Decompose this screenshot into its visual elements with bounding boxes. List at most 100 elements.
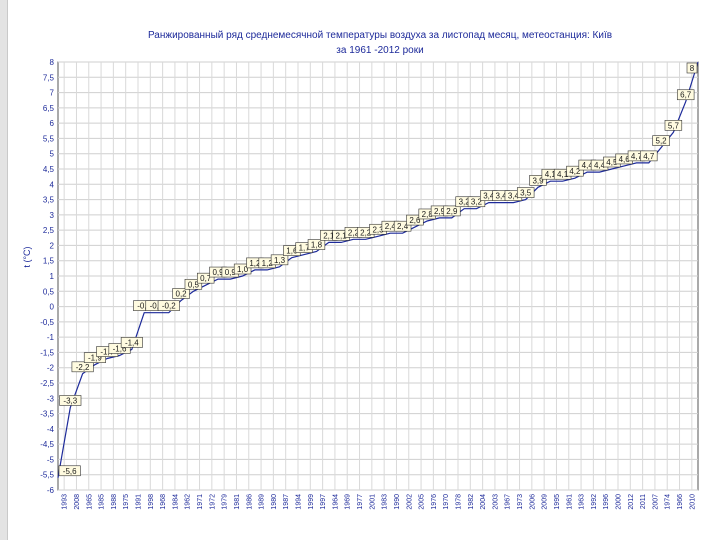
- data-label-box: [566, 165, 584, 177]
- chart-subtitle: за 1961 -2012 роки: [336, 45, 424, 56]
- data-label-text: 5,2: [656, 137, 668, 146]
- x-tick-label: 1983: [382, 494, 389, 510]
- data-label: 8: [686, 62, 698, 74]
- x-tick-label: 1962: [185, 494, 192, 510]
- data-label: 0,7: [196, 272, 215, 284]
- y-tick-label: 3: [50, 211, 55, 220]
- x-tick-label: 2011: [640, 494, 647, 509]
- y-tick-label: -6: [47, 486, 55, 495]
- data-label-text: 1,0: [237, 265, 249, 274]
- data-label-text: 1,2: [262, 259, 274, 268]
- x-tick-label: 1998: [148, 494, 155, 510]
- data-label-box: [307, 239, 326, 250]
- data-label-box: [640, 150, 658, 162]
- data-label-text: 2,3: [372, 225, 384, 234]
- data-label-text: 4,4: [594, 161, 606, 170]
- data-label-text: 1,6: [286, 247, 298, 256]
- data-label-text: 2,9: [446, 207, 458, 216]
- y-tick-label: 4,5: [43, 165, 55, 174]
- y-tick-label: 6: [50, 119, 55, 128]
- data-label: 4,7: [640, 150, 658, 162]
- data-label-text: 2,2: [360, 228, 372, 237]
- y-tick-label: -1,5: [40, 348, 54, 357]
- data-label-box: [393, 220, 412, 232]
- x-tick-label: 1967: [505, 494, 512, 510]
- data-label-text: 1,2: [249, 259, 261, 268]
- data-label-text: -1,9: [88, 354, 102, 363]
- x-tick-label: 1977: [357, 494, 364, 510]
- data-label-text: 2,4: [385, 222, 397, 231]
- x-tick-label: 2000: [616, 494, 623, 510]
- data-label-box: [59, 395, 82, 406]
- y-tick-label: 0: [50, 303, 55, 312]
- x-tick-label: 1978: [456, 494, 463, 510]
- data-label-box: [196, 272, 215, 284]
- data-label: 4,2: [566, 165, 584, 177]
- data-label-text: -5,6: [63, 467, 77, 476]
- x-tick-label: 1979: [222, 494, 229, 510]
- data-label: 5,2: [652, 135, 670, 146]
- y-tick-label: -2,5: [40, 379, 54, 388]
- data-label-text: -1,6: [113, 344, 127, 353]
- y-tick-label: -5: [47, 455, 55, 464]
- x-tick-label: 1963: [579, 494, 586, 510]
- data-label-box: [184, 278, 203, 290]
- data-label: 6,7: [676, 89, 695, 101]
- data-label: -1,4: [120, 337, 143, 348]
- y-tick-label: 1,5: [43, 257, 55, 266]
- x-tick-label: 1987: [283, 494, 290, 510]
- y-tick-label: 5: [50, 150, 55, 159]
- x-tick-label: 1999: [308, 494, 315, 510]
- data-label-text: 0,5: [188, 280, 200, 289]
- x-tick-label: 1992: [591, 494, 598, 510]
- data-label-box: [664, 120, 683, 131]
- x-tick-label: 1966: [677, 494, 684, 510]
- data-label-box: [157, 300, 180, 311]
- data-label: 1,0: [233, 263, 252, 275]
- data-label-box: [529, 175, 547, 186]
- y-tick-label: 0,5: [43, 287, 55, 296]
- data-label-box: [467, 196, 486, 208]
- x-tick-label: 2004: [480, 494, 487, 510]
- data-label-text: 2,1: [336, 231, 348, 240]
- data-label-text: 0,9: [225, 268, 237, 277]
- x-tick-label: 2007: [652, 494, 659, 510]
- data-label-box: [270, 254, 289, 266]
- x-tick-label: 1971: [197, 494, 204, 510]
- data-label: 0,5: [184, 278, 203, 290]
- data-label-text: 3,9: [532, 176, 544, 185]
- data-label: 2,9: [443, 205, 461, 217]
- data-label-text: 4,4: [582, 161, 594, 170]
- y-tick-label: -4: [47, 425, 55, 434]
- data-label-text: 2,1: [323, 231, 335, 240]
- data-label-text: -1,4: [125, 338, 139, 347]
- data-label-text: 3,2: [459, 198, 471, 207]
- data-label-text: 3,4: [508, 192, 520, 201]
- data-label-text: 4,6: [619, 155, 631, 164]
- data-label-box: [652, 135, 670, 146]
- x-tick-label: 2001: [369, 494, 376, 510]
- x-tick-label: 1968: [160, 494, 167, 510]
- data-label-box: [120, 337, 143, 348]
- data-label-text: 3,4: [483, 192, 495, 201]
- data-label-text: 3,4: [496, 192, 508, 201]
- data-label-text: 2,2: [348, 228, 360, 237]
- data-label-box: [406, 214, 424, 226]
- data-label-text: -0,2: [162, 302, 176, 311]
- data-label: -0,2: [157, 300, 180, 311]
- data-label: -3,3: [59, 395, 82, 406]
- x-tick-label: 1976: [431, 494, 438, 510]
- data-label: 5,7: [664, 120, 683, 131]
- data-label-text: 1,7: [299, 244, 311, 253]
- window-left-edge: [0, 0, 8, 540]
- x-tick-label: 2009: [542, 494, 549, 510]
- data-label-box: [516, 187, 535, 198]
- data-label-text: -1,7: [100, 348, 114, 357]
- x-tick-label: 2008: [74, 494, 81, 510]
- x-tick-label: 2002: [406, 494, 413, 510]
- x-tick-label: 1975: [123, 494, 130, 510]
- data-label-box: [443, 205, 461, 217]
- y-tick-label: 2: [50, 241, 55, 250]
- x-tick-label: 1986: [246, 494, 253, 510]
- data-label: 3,2: [467, 196, 486, 208]
